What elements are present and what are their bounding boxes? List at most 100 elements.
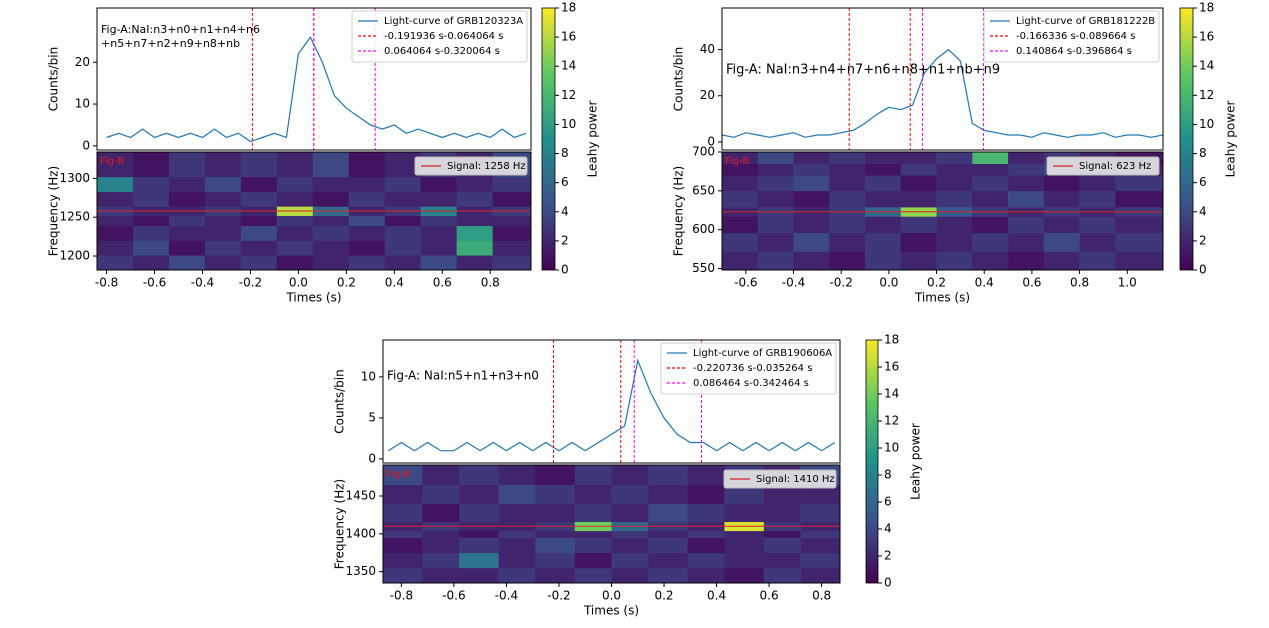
heat-cell bbox=[420, 255, 457, 270]
heat-cell bbox=[936, 190, 973, 208]
y-tick-label: 1250 bbox=[59, 210, 90, 224]
heat-cell bbox=[348, 152, 386, 178]
heat-cell bbox=[132, 152, 170, 178]
heat-cell bbox=[900, 232, 937, 252]
heat-cell bbox=[763, 530, 801, 538]
heat-cell bbox=[722, 152, 759, 164]
heat-cell bbox=[240, 240, 278, 256]
heat-cell bbox=[574, 503, 612, 523]
y-tick-label: 1400 bbox=[345, 526, 376, 540]
heat-cell bbox=[900, 175, 937, 192]
colorbar-label: Leahy power bbox=[909, 423, 923, 500]
heat-cell bbox=[204, 191, 242, 207]
heat-cell bbox=[132, 191, 170, 207]
y-tick-label: 5 bbox=[368, 410, 376, 424]
x-tick-label: -0.4 bbox=[495, 589, 518, 603]
heat-cell bbox=[865, 251, 902, 270]
heat-cell bbox=[348, 255, 386, 270]
y-tick-label: 20 bbox=[700, 88, 715, 102]
heat-cell bbox=[168, 152, 206, 178]
heat-cell bbox=[240, 152, 278, 178]
heat-cell bbox=[800, 484, 840, 504]
heat-cell bbox=[757, 190, 794, 208]
heat-cell bbox=[348, 176, 386, 192]
heat-cell bbox=[422, 503, 460, 523]
heat-cell bbox=[800, 530, 840, 538]
heat-cell bbox=[348, 225, 386, 241]
y-tick-label: 40 bbox=[700, 42, 715, 56]
y-tick-label: 1200 bbox=[59, 249, 90, 263]
colorbar-tick-label: 0 bbox=[884, 576, 892, 590]
heat-cell bbox=[97, 152, 134, 178]
heat-cell bbox=[535, 537, 576, 554]
heat-cell bbox=[456, 191, 493, 207]
x-tick-label: -0.6 bbox=[143, 276, 166, 290]
heat-cell bbox=[240, 255, 278, 270]
heat-cell bbox=[648, 567, 688, 583]
heat-cell bbox=[132, 215, 170, 227]
heat-cell bbox=[97, 240, 134, 256]
y-tick-label: 700 bbox=[692, 145, 715, 159]
heat-cell bbox=[492, 215, 531, 227]
heat-cell bbox=[724, 503, 765, 523]
heat-cell bbox=[687, 552, 725, 569]
heat-cell bbox=[456, 240, 493, 256]
colorbar-tick-label: 10 bbox=[884, 441, 899, 455]
heat-cell bbox=[240, 176, 278, 192]
heat-cell bbox=[168, 255, 206, 270]
heat-cell bbox=[168, 176, 206, 192]
heat-cell bbox=[1008, 216, 1045, 234]
heat-cell bbox=[240, 191, 278, 207]
heat-cell bbox=[459, 484, 499, 504]
heat-cell bbox=[829, 232, 866, 252]
heat-cell bbox=[97, 176, 134, 192]
plot-area bbox=[387, 340, 836, 463]
heat-cell bbox=[757, 175, 794, 192]
heat-cell bbox=[687, 537, 725, 554]
colorbar-label: Leahy power bbox=[1224, 101, 1238, 178]
colorbar-tick-label: 16 bbox=[884, 360, 899, 374]
heat-cell bbox=[574, 484, 612, 504]
heat-cell bbox=[611, 465, 649, 485]
heat-cell bbox=[459, 537, 499, 554]
y-tick-label: 550 bbox=[692, 261, 715, 275]
x-tick-label: 0.0 bbox=[602, 589, 621, 603]
heat-cell bbox=[420, 240, 457, 256]
heat-cell bbox=[800, 567, 840, 583]
y-axis-label: Frequency (Hz) bbox=[333, 479, 347, 570]
heat-cell bbox=[648, 484, 688, 504]
heat-cell bbox=[1008, 251, 1045, 270]
heat-cell bbox=[574, 465, 612, 485]
axes-frame bbox=[96, 7, 532, 151]
heat-cell bbox=[829, 251, 866, 270]
y-tick-label: 1300 bbox=[59, 171, 90, 185]
colorbar-tick-label: 12 bbox=[1199, 88, 1214, 102]
colorbar-tick-label: 0 bbox=[561, 263, 569, 277]
heat-cell bbox=[1079, 190, 1116, 208]
x-tick-label: -0.8 bbox=[95, 276, 118, 290]
colorbar-tick-label: 14 bbox=[884, 387, 899, 401]
heat-cell bbox=[383, 567, 423, 583]
heat-cell bbox=[384, 191, 422, 207]
heat-cell bbox=[611, 552, 649, 569]
heat-cell bbox=[763, 503, 801, 523]
annotation: Fig-A:NaI:n3+n0+n1+n4+n6 bbox=[101, 23, 260, 36]
legend-label: Signal: 623 Hz bbox=[1079, 161, 1151, 172]
x-tick-label: 0.0 bbox=[289, 276, 308, 290]
heat-cell bbox=[97, 255, 134, 270]
plot-area bbox=[722, 152, 1163, 270]
heat-cell bbox=[276, 176, 314, 192]
x-tick-label: 0.2 bbox=[654, 589, 673, 603]
heat-cell bbox=[204, 225, 242, 241]
legend-label: Light-curve of GRB190606A bbox=[693, 348, 832, 359]
heat-cell bbox=[535, 567, 576, 583]
heat-cell bbox=[348, 215, 386, 227]
heat-cell bbox=[276, 240, 314, 256]
heat-cell bbox=[383, 552, 423, 569]
colorbar-tick-label: 18 bbox=[1199, 1, 1214, 15]
heat-cell bbox=[757, 216, 794, 234]
axes-frame bbox=[721, 151, 1164, 271]
heat-cell bbox=[722, 232, 759, 252]
heat-cell bbox=[793, 163, 830, 176]
heat-cell bbox=[383, 503, 423, 523]
